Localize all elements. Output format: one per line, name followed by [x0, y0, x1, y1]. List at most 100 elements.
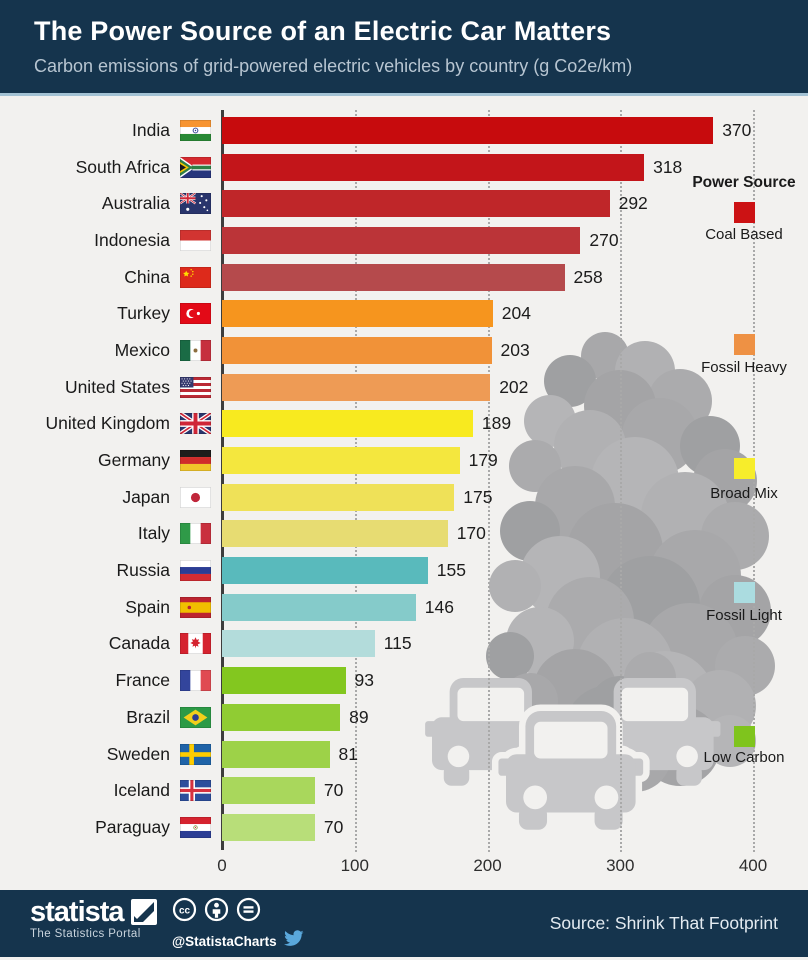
flag-india-icon	[180, 119, 211, 141]
value-label: 270	[589, 229, 619, 250]
bar-row: France 93	[0, 662, 808, 699]
bar	[222, 740, 330, 768]
gridline	[620, 110, 623, 852]
bar-area: 155	[222, 557, 808, 585]
country-label: Sweden	[106, 743, 170, 764]
value-label: 81	[338, 743, 358, 764]
value-label: 179	[468, 450, 498, 471]
bar-area: 89	[222, 703, 808, 731]
bar-row: China 258	[0, 259, 808, 296]
bar	[222, 226, 581, 254]
no-derivatives-icon	[236, 897, 261, 927]
bar-area: 370	[222, 116, 808, 144]
bar	[222, 557, 428, 585]
bar-area: 115	[222, 630, 808, 658]
legend-swatch	[733, 202, 755, 223]
flag-italy-icon	[180, 523, 211, 545]
x-axis-tick-label: 100	[340, 856, 369, 875]
legend-label: Broad Mix	[710, 485, 778, 502]
statista-tagline: The Statistics Portal	[30, 928, 141, 940]
bar-row: Canada 115	[0, 626, 808, 663]
bar	[222, 153, 645, 181]
value-label: 89	[349, 706, 369, 727]
bar-row: Italy 170	[0, 516, 808, 553]
x-axis-tick-label: 0	[217, 856, 227, 875]
bar-row: Germany 179	[0, 442, 808, 479]
bar	[222, 703, 341, 731]
bar-area: 70	[222, 813, 808, 841]
bar	[222, 410, 473, 438]
bar-area: 179	[222, 447, 808, 475]
country-label: Spain	[125, 596, 170, 617]
country-label: Russia	[116, 560, 171, 581]
country-label: United States	[64, 376, 170, 397]
flag-china-icon	[180, 266, 211, 288]
legend-label: Low Carbon	[703, 749, 785, 766]
bar	[222, 116, 714, 144]
gridline	[487, 110, 490, 852]
statista-logo-icon	[130, 899, 157, 925]
flag-spain-icon	[180, 596, 211, 618]
legend-swatch	[733, 582, 755, 603]
bar-row: Indonesia 270	[0, 222, 808, 259]
value-label: 170	[456, 523, 486, 544]
bar-area: 170	[222, 520, 808, 548]
page-title: The Power Source of an Electric Car Matt…	[34, 16, 612, 46]
value-label: 370	[722, 119, 752, 140]
bar-row: Iceland 70	[0, 772, 808, 809]
page-subtitle: Carbon emissions of grid-powered electri…	[34, 56, 633, 76]
flag-canada-icon	[180, 633, 211, 655]
bar	[222, 300, 493, 328]
attribution-icon	[204, 897, 229, 927]
country-label: China	[124, 266, 170, 287]
country-label: United Kingdom	[45, 413, 170, 434]
value-label: 204	[501, 303, 531, 324]
value-label: 202	[499, 376, 529, 397]
country-label: Paraguay	[95, 816, 170, 837]
country-label: Germany	[98, 450, 170, 471]
x-axis-tick-label: 400	[738, 856, 768, 875]
country-label: Italy	[137, 523, 170, 544]
value-label: 203	[500, 339, 530, 360]
bar-area: 203	[222, 336, 808, 364]
bar	[222, 190, 610, 218]
legend-swatch	[733, 334, 755, 355]
bar-area: 189	[222, 410, 808, 438]
flag-russia-icon	[180, 560, 211, 582]
flag-paraguay-icon	[180, 816, 211, 838]
bar-row: Sweden 81	[0, 736, 808, 773]
car-icon	[491, 704, 650, 837]
bar	[222, 263, 565, 291]
value-label: 175	[463, 486, 493, 507]
legend-label: Fossil Light	[706, 607, 782, 624]
flag-iceland-icon	[180, 780, 211, 802]
header: The Power Source of an Electric Car Matt…	[0, 0, 808, 96]
country-label: South Africa	[75, 156, 170, 177]
country-label: Turkey	[117, 303, 170, 324]
bar-row: Russia 155	[0, 552, 808, 589]
smoke-and-cars-illustration	[425, 332, 775, 837]
bar-rows: India 370 South Africa 318 Australia 292 Indon…	[0, 112, 808, 846]
bar-row: Mexico 203	[0, 332, 808, 369]
bar-area: 270	[222, 226, 808, 254]
bar	[222, 373, 491, 401]
value-label: 115	[383, 633, 412, 654]
bar-row: United Kingdom 189	[0, 406, 808, 443]
country-label: Australia	[101, 193, 170, 214]
country-label: Brazil	[126, 706, 170, 727]
bar-row: United States 202	[0, 369, 808, 406]
value-label: 70	[323, 816, 344, 837]
source-text: Source: Shrink That Footprint	[549, 913, 778, 933]
bar-row: Turkey 204	[0, 295, 808, 332]
bar-area: 81	[222, 740, 808, 768]
bar	[222, 336, 492, 364]
bar-row: Spain 146	[0, 589, 808, 626]
bar-row: Japan 175	[0, 479, 808, 516]
bar-area: 146	[222, 593, 808, 621]
bar-row: Paraguay 70	[0, 809, 808, 846]
flag-brazil-icon	[180, 706, 211, 728]
value-label: 189	[481, 413, 512, 434]
flag-france-icon	[180, 670, 211, 692]
twitter-icon	[283, 930, 304, 952]
